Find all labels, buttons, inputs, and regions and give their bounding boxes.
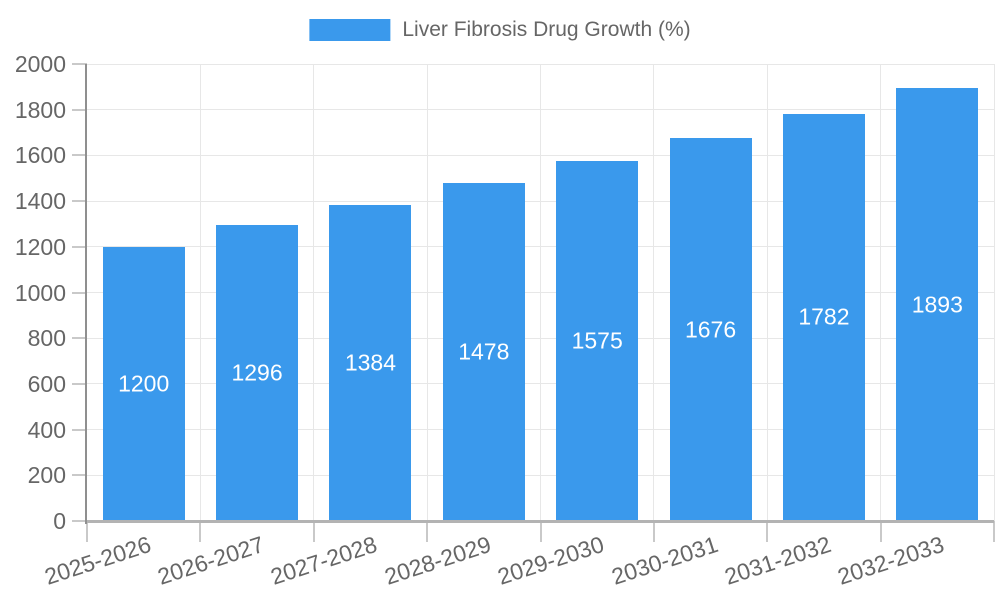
y-axis-tick-label: 600	[27, 370, 66, 397]
vertical-gridline	[313, 64, 315, 521]
horizontal-gridline	[87, 109, 994, 111]
y-axis-tick	[72, 154, 87, 157]
x-axis-tick	[426, 521, 429, 542]
bar-value-label: 1384	[344, 349, 397, 376]
y-axis-tick-label: 200	[27, 462, 66, 489]
bar-2032-2033[interactable]: 1893	[896, 88, 979, 521]
x-axis-tick-label: 2029-2030	[494, 531, 608, 590]
legend-label: Liver Fibrosis Drug Growth (%)	[402, 18, 691, 41]
y-axis-tick	[72, 291, 87, 294]
vertical-gridline	[653, 64, 655, 521]
y-axis-tick	[72, 245, 87, 248]
y-axis-tick-label: 2000	[14, 51, 66, 77]
y-axis-line	[85, 64, 87, 524]
horizontal-gridline	[87, 63, 994, 65]
x-axis-tick-label: 2027-2028	[267, 531, 381, 590]
y-axis-tick	[72, 520, 87, 522]
bar-value-label: 1478	[458, 338, 510, 365]
bar-value-label: 1200	[118, 370, 170, 397]
x-axis-tick-label: 2025-2026	[41, 531, 154, 590]
y-axis-tick-label: 1800	[14, 96, 66, 123]
bar-value-label: 1893	[911, 291, 963, 318]
bar-2025-2026[interactable]: 1200	[102, 246, 185, 521]
y-axis-tick	[72, 474, 87, 477]
bar-2029-2030[interactable]: 1575	[556, 161, 639, 521]
bar-2026-2027[interactable]: 1296	[216, 224, 299, 521]
bar-value-label: 1575	[571, 327, 623, 354]
y-axis-tick	[72, 200, 87, 203]
x-axis-tick-label: 2030-2031	[607, 531, 721, 590]
y-axis-tick-label: 1400	[14, 188, 66, 215]
x-axis-tick-label: 2032-2033	[834, 531, 948, 590]
y-axis-tick-label: 400	[27, 416, 66, 443]
y-axis-tick-label: 1600	[14, 142, 66, 169]
bar-2031-2032[interactable]: 1782	[782, 113, 865, 521]
legend[interactable]: Liver Fibrosis Drug Growth (%)	[309, 18, 691, 42]
bar-2028-2029[interactable]: 1478	[442, 183, 525, 521]
vertical-gridline	[993, 64, 995, 521]
x-axis-tick	[652, 521, 655, 542]
y-axis-tick	[72, 63, 87, 65]
x-axis-tick-label: 2031-2032	[721, 531, 834, 590]
vertical-gridline	[880, 64, 882, 521]
vertical-gridline	[426, 64, 428, 521]
y-axis-tick-label: 1200	[14, 233, 66, 260]
vertical-gridline	[766, 64, 768, 521]
vertical-gridline	[540, 64, 541, 521]
y-axis-tick-label: 1000	[14, 279, 66, 306]
x-axis-tick	[993, 521, 995, 542]
y-axis-tick	[72, 382, 87, 385]
x-axis-tick-label: 2026-2027	[154, 531, 268, 590]
bar-value-label: 1782	[798, 303, 850, 330]
x-axis-tick	[312, 521, 315, 542]
y-axis-tick	[72, 108, 87, 111]
y-axis-tick-label: 0	[53, 508, 66, 534]
y-axis-tick-label: 800	[27, 325, 66, 352]
vertical-gridline	[199, 64, 201, 521]
bar-value-label: 1296	[231, 359, 283, 386]
x-axis-tick	[879, 521, 882, 542]
bar-value-label: 1676	[684, 316, 737, 342]
x-axis-tick-label: 2028-2029	[381, 531, 494, 590]
bar-2030-2031[interactable]: 1676	[669, 138, 752, 521]
y-axis-tick	[72, 337, 87, 340]
legend-swatch	[309, 19, 391, 41]
x-axis-tick	[766, 521, 769, 542]
x-axis-tick	[86, 521, 88, 542]
x-axis-tick	[199, 521, 202, 542]
x-axis-tick	[539, 521, 542, 542]
bar-2027-2028[interactable]: 1384	[329, 204, 412, 521]
y-axis-tick	[72, 428, 87, 431]
